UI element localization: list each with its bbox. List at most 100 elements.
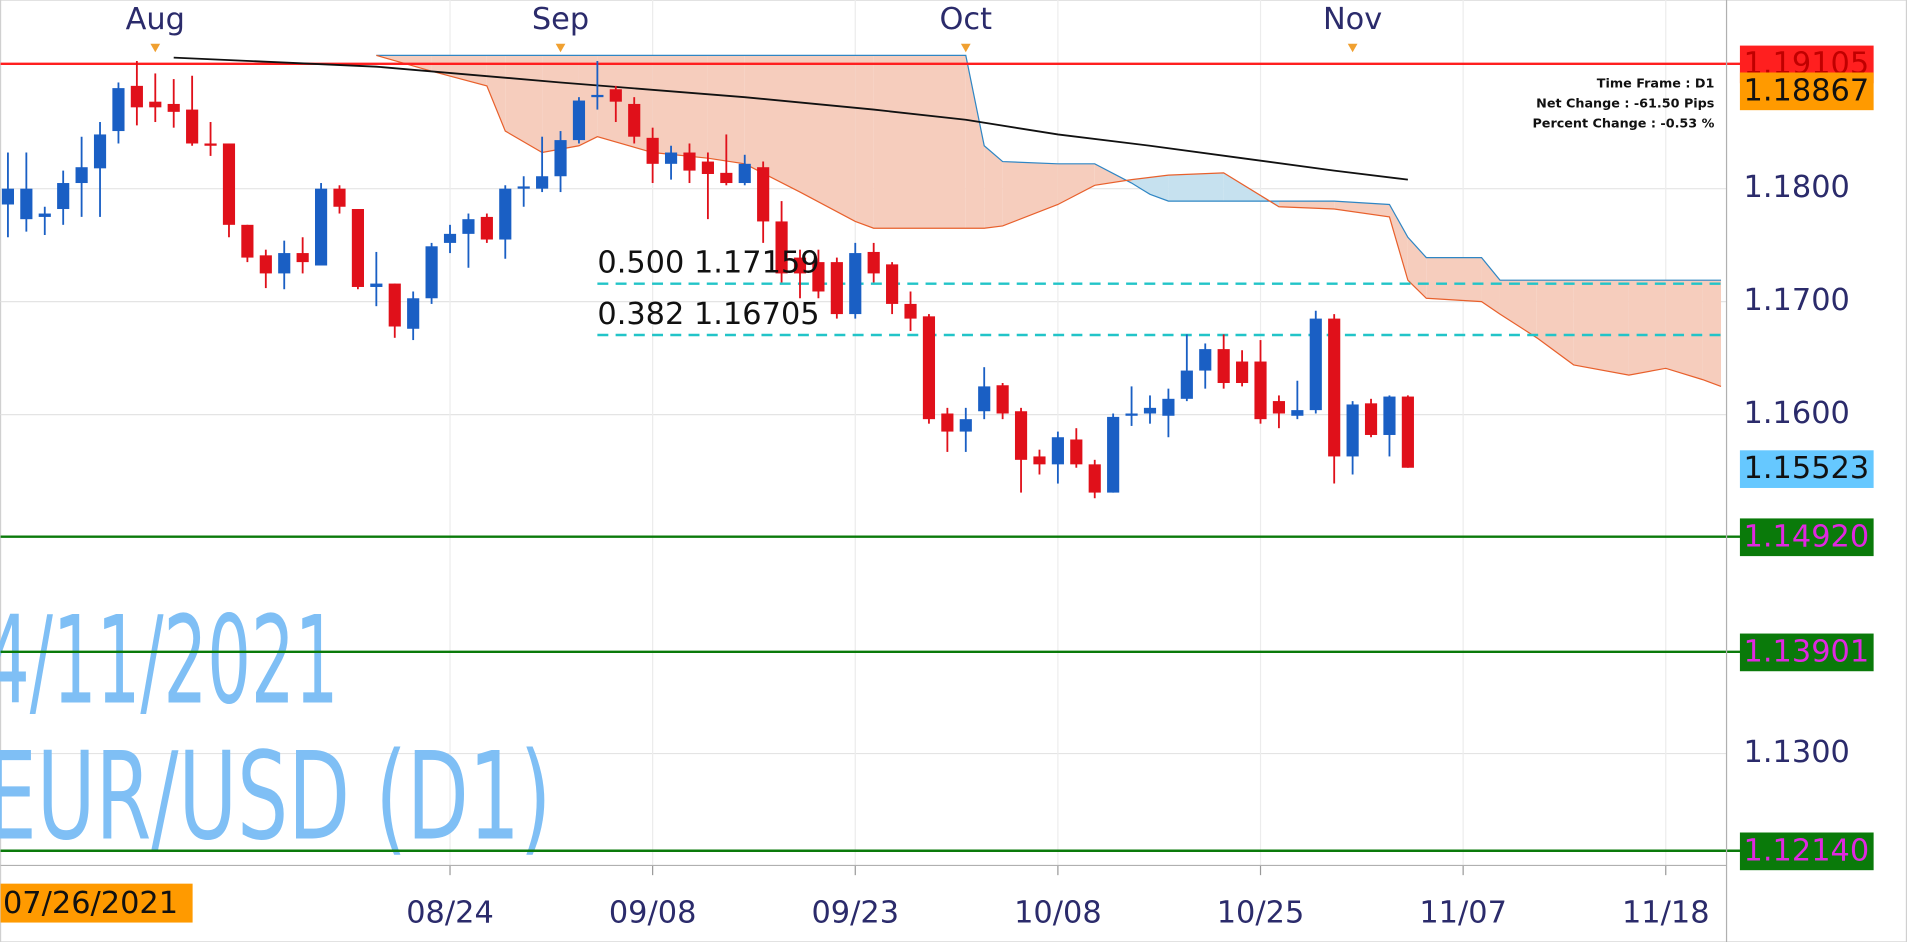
info-text: Percent Change : -0.53 % xyxy=(1532,116,1714,131)
cloud-segment xyxy=(1573,280,1629,376)
candle-body xyxy=(93,134,107,169)
candle-body xyxy=(1236,361,1249,384)
info-text: Time Frame : D1 xyxy=(1597,76,1715,91)
level-label: 1.18867 xyxy=(1744,73,1870,108)
month-marker xyxy=(1347,43,1358,53)
candle-body xyxy=(793,257,807,274)
candle-body xyxy=(646,137,659,164)
level-label: 1.14920 xyxy=(1744,519,1870,554)
cloud-segment xyxy=(1536,280,1574,365)
candle-body xyxy=(1401,396,1414,468)
candle-body xyxy=(536,176,549,189)
level-label-box xyxy=(1739,633,1874,672)
candle-body xyxy=(812,262,825,292)
candle-body xyxy=(1309,318,1322,411)
candle-body xyxy=(1070,439,1083,465)
candle-body xyxy=(370,283,383,287)
candle-body xyxy=(738,163,751,184)
y-tick-label: 1.1700 xyxy=(1744,283,1850,318)
candle-body xyxy=(978,386,991,412)
cloud-segment xyxy=(652,55,708,159)
cloud-segment xyxy=(855,55,874,229)
level-label: 1.12140 xyxy=(1744,833,1870,868)
fib-label: 0.500 1.17159 xyxy=(597,246,819,281)
level-label-box xyxy=(1739,450,1874,488)
cloud-segment xyxy=(1665,280,1703,380)
candle-body xyxy=(186,109,199,144)
candle-body xyxy=(1383,396,1396,435)
cloud-segment xyxy=(1057,163,1095,205)
x-tick-label: 11/18 xyxy=(1622,896,1710,931)
candle-body xyxy=(296,253,309,263)
info-text: Net Change : -61.50 Pips xyxy=(1536,96,1714,111)
candle-body xyxy=(75,167,88,184)
candle-body xyxy=(959,419,972,432)
candle-body xyxy=(167,103,180,112)
cloud-segment xyxy=(1149,175,1169,202)
fib-label: 0.382 1.16705 xyxy=(597,297,819,332)
level-label-box xyxy=(1739,518,1874,557)
candle-body xyxy=(683,152,696,171)
candle-body xyxy=(499,188,512,240)
candle-body xyxy=(572,100,586,141)
candle-body xyxy=(314,188,328,266)
candle-body xyxy=(849,253,862,315)
level-label: 1.15523 xyxy=(1744,451,1870,486)
watermark: EUR/USD (D1) xyxy=(0,726,551,868)
candle-body xyxy=(112,88,125,132)
candle-body xyxy=(591,94,604,98)
candle-body xyxy=(701,161,714,174)
candle-body xyxy=(1328,318,1341,457)
y-tick-label: 1.1600 xyxy=(1744,396,1850,431)
candle-body xyxy=(996,385,1009,414)
x-tick-label: 10/25 xyxy=(1217,896,1305,931)
level-label: 1.13901 xyxy=(1744,634,1870,669)
candle-body xyxy=(867,251,880,274)
month-label: Nov xyxy=(1323,2,1382,37)
candle-body xyxy=(57,183,70,210)
candle-body xyxy=(1014,411,1028,460)
x-tick-label: 10/08 xyxy=(1014,896,1102,931)
candle-body xyxy=(1346,404,1359,457)
candle-body xyxy=(1,188,15,205)
level-label-box xyxy=(1739,832,1874,871)
candle-body xyxy=(1162,398,1175,416)
candle-body xyxy=(664,152,678,164)
candle-body xyxy=(351,209,364,287)
cursor-label: 07/26/2021 xyxy=(3,886,178,921)
candle-body xyxy=(20,188,33,220)
candle-body xyxy=(480,216,493,240)
candle-body xyxy=(886,264,899,304)
x-tick-label: 11/07 xyxy=(1419,896,1507,931)
cursor-label-box xyxy=(0,883,193,923)
month-label: Oct xyxy=(940,2,993,37)
cloud-segment xyxy=(1702,280,1722,387)
candle-body xyxy=(333,188,346,207)
candle-body xyxy=(922,316,936,420)
cloud-segment xyxy=(597,55,653,153)
candle-body xyxy=(425,246,438,299)
cloud-segment xyxy=(707,55,745,164)
candle-body xyxy=(1051,437,1064,465)
month-marker xyxy=(150,43,161,53)
candle-body xyxy=(628,103,641,137)
x-tick-label: 09/08 xyxy=(609,896,697,931)
candle-body xyxy=(222,143,236,225)
cloud-segment xyxy=(1389,204,1408,281)
candle-body xyxy=(757,167,770,222)
candle-body xyxy=(1364,403,1378,435)
candle-body xyxy=(241,224,254,258)
cloud-segment xyxy=(1499,280,1537,338)
cloud-segment xyxy=(800,55,856,222)
candle-body xyxy=(388,283,401,327)
candle-body xyxy=(259,255,272,274)
moving-average xyxy=(173,56,1408,181)
cloud-segment xyxy=(1426,257,1482,302)
candle-body xyxy=(904,303,917,319)
month-marker xyxy=(555,43,566,53)
level-label-box xyxy=(1739,72,1874,111)
month-label: Aug xyxy=(126,2,185,37)
candle-body xyxy=(517,186,530,189)
